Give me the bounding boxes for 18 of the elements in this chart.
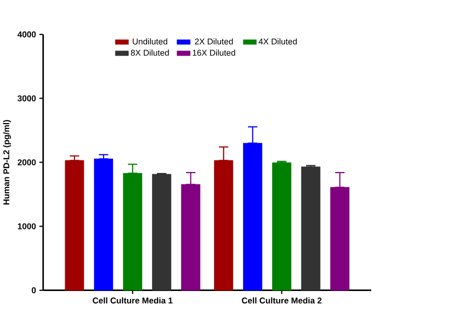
y-tick-label: 2000 bbox=[18, 159, 36, 166]
x-tick-label: Cell Culture Media 2 bbox=[242, 297, 322, 304]
legend-label: 16X Diluted bbox=[192, 50, 236, 56]
legend-label: 8X Diluted bbox=[130, 50, 169, 56]
y-axis-title: Human PD-L2 (pg/ml) bbox=[3, 120, 11, 205]
bar bbox=[64, 160, 84, 291]
y-tick-label: 3000 bbox=[18, 95, 36, 102]
x-tick-label: Cell Culture Media 1 bbox=[92, 297, 173, 304]
bar bbox=[301, 166, 320, 291]
bar bbox=[272, 162, 292, 291]
bar bbox=[152, 174, 172, 291]
legend-label: 2X Diluted bbox=[194, 38, 233, 45]
bar bbox=[94, 158, 114, 291]
y-tick-label: 1000 bbox=[18, 223, 36, 230]
legend-label: 4X Diluted bbox=[258, 38, 297, 45]
legend-label: Undiluted bbox=[132, 38, 168, 45]
y-tick-label: 4000 bbox=[18, 31, 36, 38]
y-tick-label: 0 bbox=[32, 287, 36, 294]
